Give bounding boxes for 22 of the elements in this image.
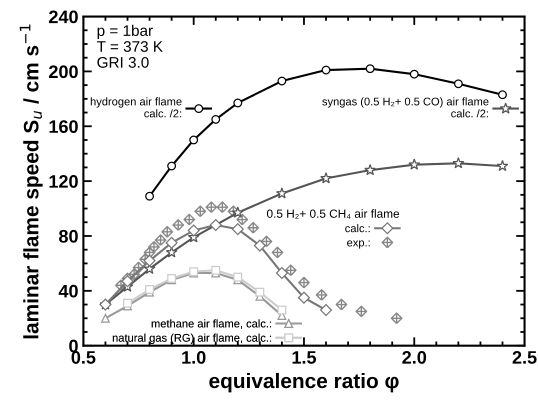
legend-label: methane air flame, calc.: (152, 319, 272, 329)
y-tick-label: 40 (58, 284, 78, 298)
legend-label: natural gas (RG) air flame, calc.: (112, 334, 272, 344)
y-axis-title: laminar flame speed S$_{u}$ / cm s$^{−1}$ (20, 24, 43, 338)
y-tick-label: 160 (50, 120, 78, 133)
y-tick-label: 0 (69, 340, 78, 352)
legend-label: calc.: (345, 224, 370, 232)
y-tick-label: 200 (49, 65, 78, 78)
y-tick-label: 120 (50, 175, 78, 188)
x-tick-label: 1.5 (292, 351, 316, 364)
legend-label: hydrogen air flame calc. /2: (90, 97, 182, 118)
annotation: p = 1bar T = 373 K GRI 3.0 (96, 24, 163, 68)
y-tick-label: 240 (49, 10, 78, 24)
x-tick-label: 1.0 (182, 351, 206, 364)
x-tick-label: 2.5 (512, 351, 537, 364)
legend-label: syngas (0.5 H₂+ 0.5 CO) air flame calc. /2: (322, 97, 489, 118)
x-tick-label: 0.5 (72, 351, 96, 364)
x-tick-label: 2.0 (402, 351, 426, 364)
legend-label: exp.: (347, 240, 370, 249)
y-tick-label: 80 (59, 230, 78, 243)
x-axis-title: equivalence ratio φ (209, 372, 399, 392)
annotation: 0.5 H₂+ 0.5 CH₄ air flame (266, 209, 400, 219)
